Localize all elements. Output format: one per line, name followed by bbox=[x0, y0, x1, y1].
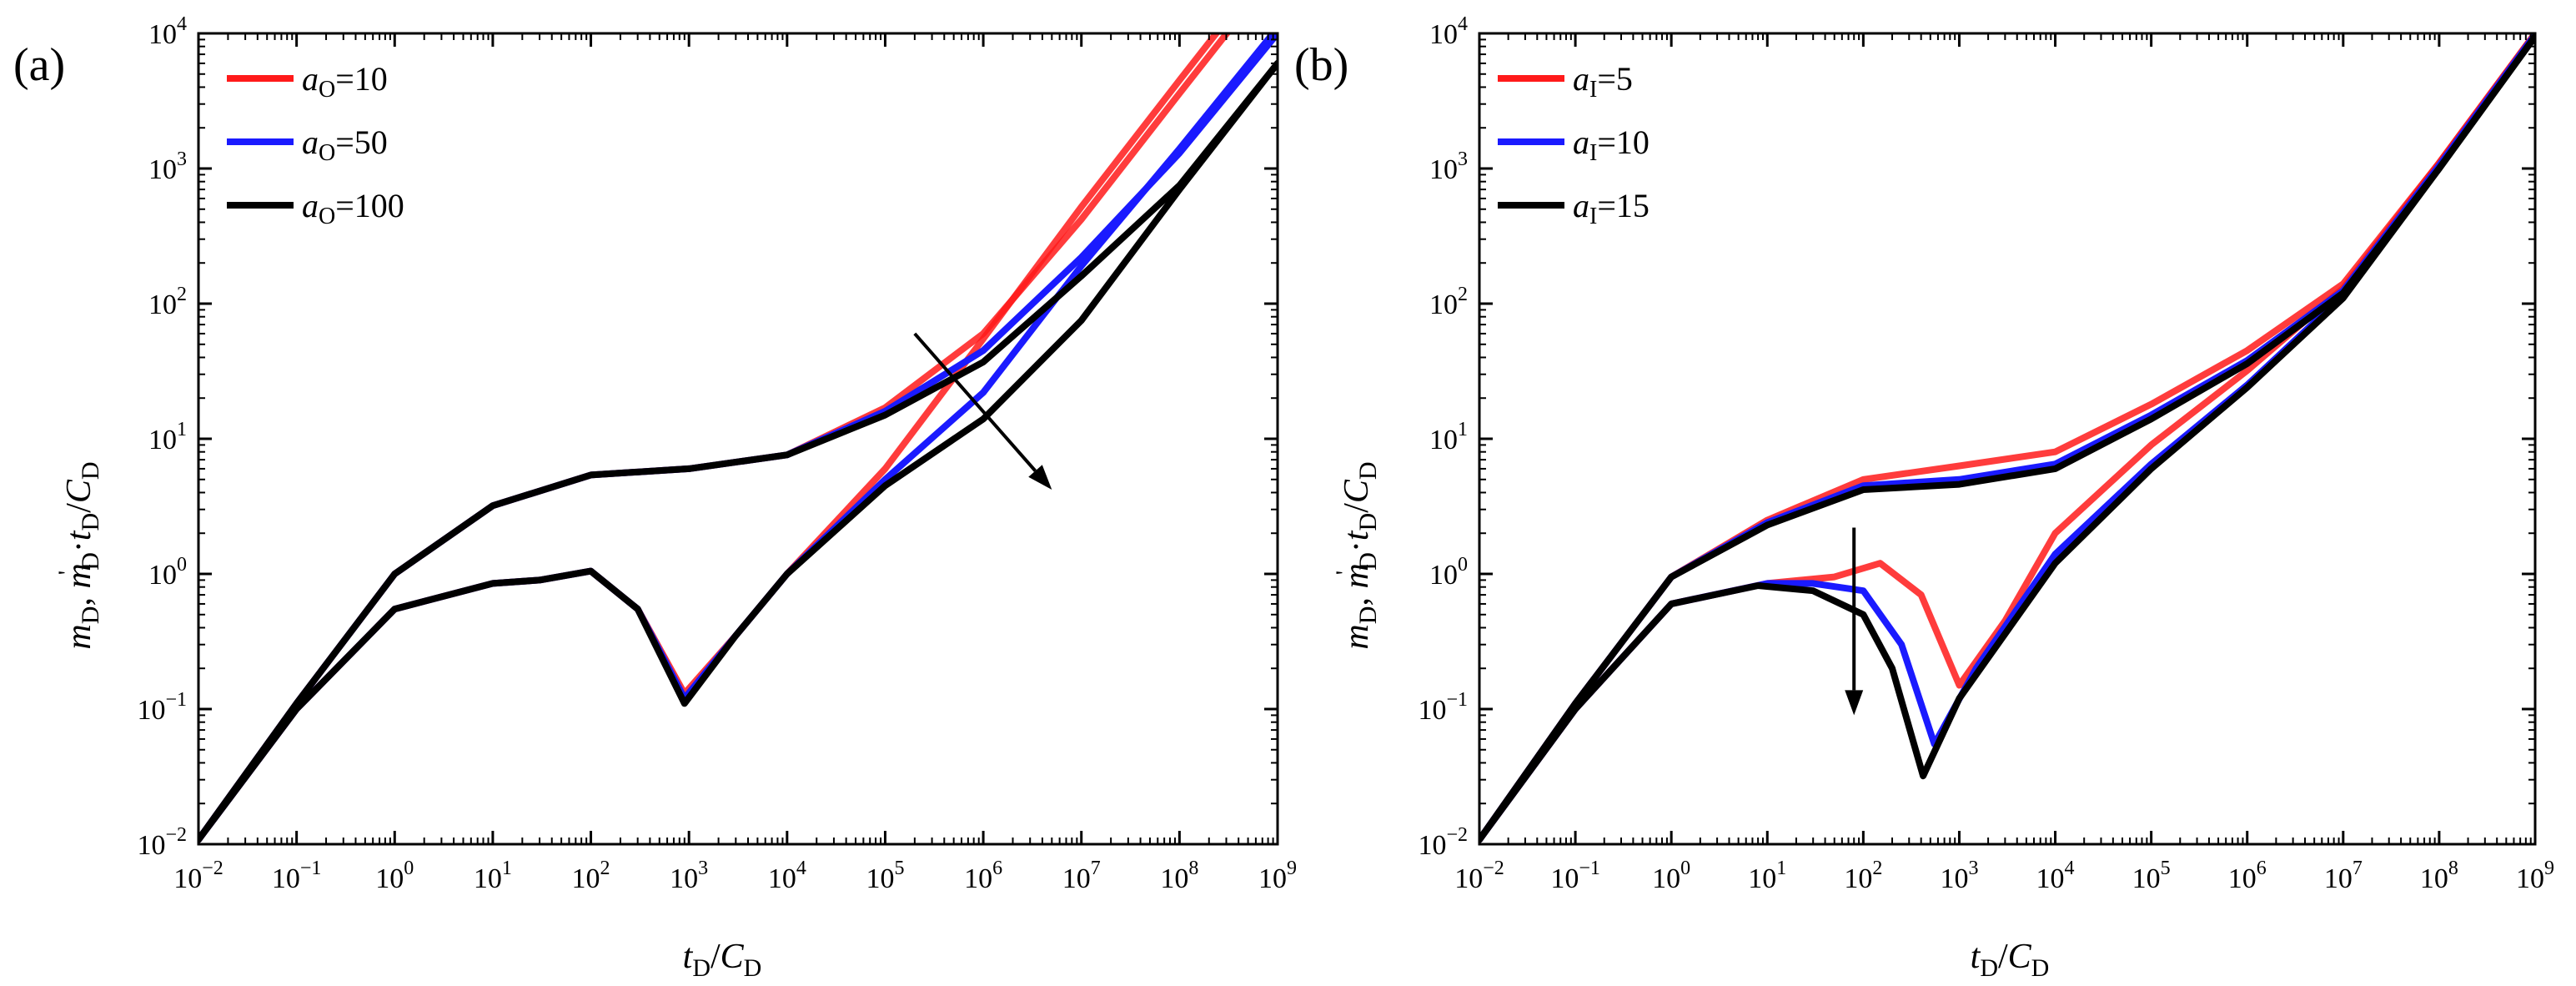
panel-b: (b) mD, m'D·tD/CD tD/CD 10−2 10−1 100 101 10… bbox=[1294, 13, 2554, 982]
x-tick-label: 100 bbox=[375, 858, 414, 894]
y-tick-label: 101 bbox=[148, 419, 187, 455]
legend-label: aO=50 bbox=[302, 123, 388, 166]
x-tick-label: 102 bbox=[572, 858, 610, 894]
y-tick-label: 102 bbox=[148, 284, 187, 320]
legend-item: aO=100 bbox=[227, 187, 404, 229]
arrow-shaft bbox=[913, 332, 1037, 472]
x-tick-label: 10−2 bbox=[173, 858, 223, 894]
legend-label: aO=100 bbox=[302, 187, 404, 229]
x-tick-label: 10−1 bbox=[272, 858, 322, 894]
y-tick-label: 101 bbox=[1429, 419, 1468, 455]
panel-a-letter: (a) bbox=[13, 39, 65, 91]
plot-area-b: 10−2 10−1 100 101 102 103 104 105 106 107 108 109 10… bbox=[1418, 13, 2554, 894]
x-tick-label: 103 bbox=[1940, 858, 1978, 894]
panel-b-ylabel: mD, m'D·tD/CD bbox=[1331, 461, 1382, 649]
series-line-derivative bbox=[1479, 33, 2535, 843]
x-tick-label: 103 bbox=[670, 858, 708, 894]
y-tick-label: 103 bbox=[1429, 148, 1468, 185]
arrow-head bbox=[1845, 690, 1864, 716]
legend-item: aI=5 bbox=[1498, 60, 1633, 103]
x-tick-label: 10−2 bbox=[1454, 858, 1504, 894]
y-tick-label: 103 bbox=[148, 148, 187, 185]
x-tick-label: 106 bbox=[964, 858, 1002, 894]
ticks: 10−2 10−1 100 101 102 103 104 105 106 107 108 109 10… bbox=[137, 13, 1297, 894]
x-tick-label: 108 bbox=[1160, 858, 1198, 894]
x-tick-label: 105 bbox=[866, 858, 904, 894]
x-tick-label: 102 bbox=[1844, 858, 1882, 894]
x-tick-label: 107 bbox=[1062, 858, 1101, 894]
legend-label: aI=10 bbox=[1573, 123, 1650, 166]
x-tick-label: 104 bbox=[2036, 858, 2075, 894]
series-group bbox=[1479, 33, 2535, 843]
x-tick-label: 100 bbox=[1652, 858, 1690, 894]
plot-area-a: 10−2 10−1 100 101 102 103 104 105 106 107 108 109 10… bbox=[137, 13, 1297, 894]
y-tick-label: 10−2 bbox=[137, 824, 187, 861]
y-axis-label: mD, m'D·tD/CD bbox=[1331, 461, 1382, 649]
y-tick-label: 100 bbox=[148, 554, 187, 591]
x-tick-label: 101 bbox=[474, 858, 512, 894]
legend-a: aO=10 aO=50 aO=100 bbox=[227, 60, 404, 229]
x-tick-label: 109 bbox=[2516, 858, 2554, 894]
x-tick-label: 109 bbox=[1258, 858, 1297, 894]
legend-b: aI=5 aI=10 aI=15 bbox=[1498, 60, 1650, 229]
x-axis-label: tD/CD bbox=[683, 938, 762, 982]
annotation-arrow bbox=[1845, 527, 1864, 716]
legend-label: aO=10 bbox=[302, 60, 388, 103]
series-line-derivative bbox=[198, 59, 1278, 843]
annotation-arrow bbox=[913, 332, 1052, 490]
legend-item: aI=15 bbox=[1498, 187, 1650, 229]
legend-item: aO=10 bbox=[227, 60, 388, 103]
legend-item: aO=50 bbox=[227, 123, 388, 166]
x-tick-label: 104 bbox=[768, 858, 806, 894]
y-axis-label: mD, m'D·tD/CD bbox=[53, 461, 104, 649]
y-tick-label: 104 bbox=[148, 13, 187, 50]
x-tick-label: 107 bbox=[2324, 858, 2363, 894]
x-tick-label: 108 bbox=[2420, 858, 2458, 894]
x-tick-label: 10−1 bbox=[1550, 858, 1600, 894]
panel-a-ylabel: mD, m'D·tD/CD bbox=[53, 461, 104, 649]
legend-label: aI=15 bbox=[1573, 187, 1650, 229]
ticks: 10−2 10−1 100 101 102 103 104 105 106 107 108 109 10… bbox=[1418, 13, 2554, 894]
y-tick-label: 10−1 bbox=[137, 689, 187, 726]
series-group bbox=[198, 33, 1278, 843]
x-tick-label: 106 bbox=[2228, 858, 2267, 894]
panel-a: (a) mD, m'D·tD/CD tD/CD 10−2 10−1 100 101 10… bbox=[13, 13, 1297, 982]
y-tick-label: 100 bbox=[1429, 554, 1468, 591]
x-axis-label: tD/CD bbox=[1971, 938, 2050, 982]
legend-item: aI=10 bbox=[1498, 123, 1650, 166]
arrow-head bbox=[1028, 465, 1052, 490]
series-line-pressure bbox=[198, 59, 1278, 843]
panel-b-letter: (b) bbox=[1294, 39, 1348, 91]
legend-label: aI=5 bbox=[1573, 60, 1633, 103]
x-tick-label: 101 bbox=[1748, 858, 1786, 894]
y-tick-label: 104 bbox=[1429, 13, 1468, 50]
x-tick-label: 105 bbox=[2132, 858, 2171, 894]
y-tick-label: 10−1 bbox=[1418, 689, 1468, 726]
y-tick-label: 10−2 bbox=[1418, 824, 1468, 861]
y-tick-label: 102 bbox=[1429, 284, 1468, 320]
